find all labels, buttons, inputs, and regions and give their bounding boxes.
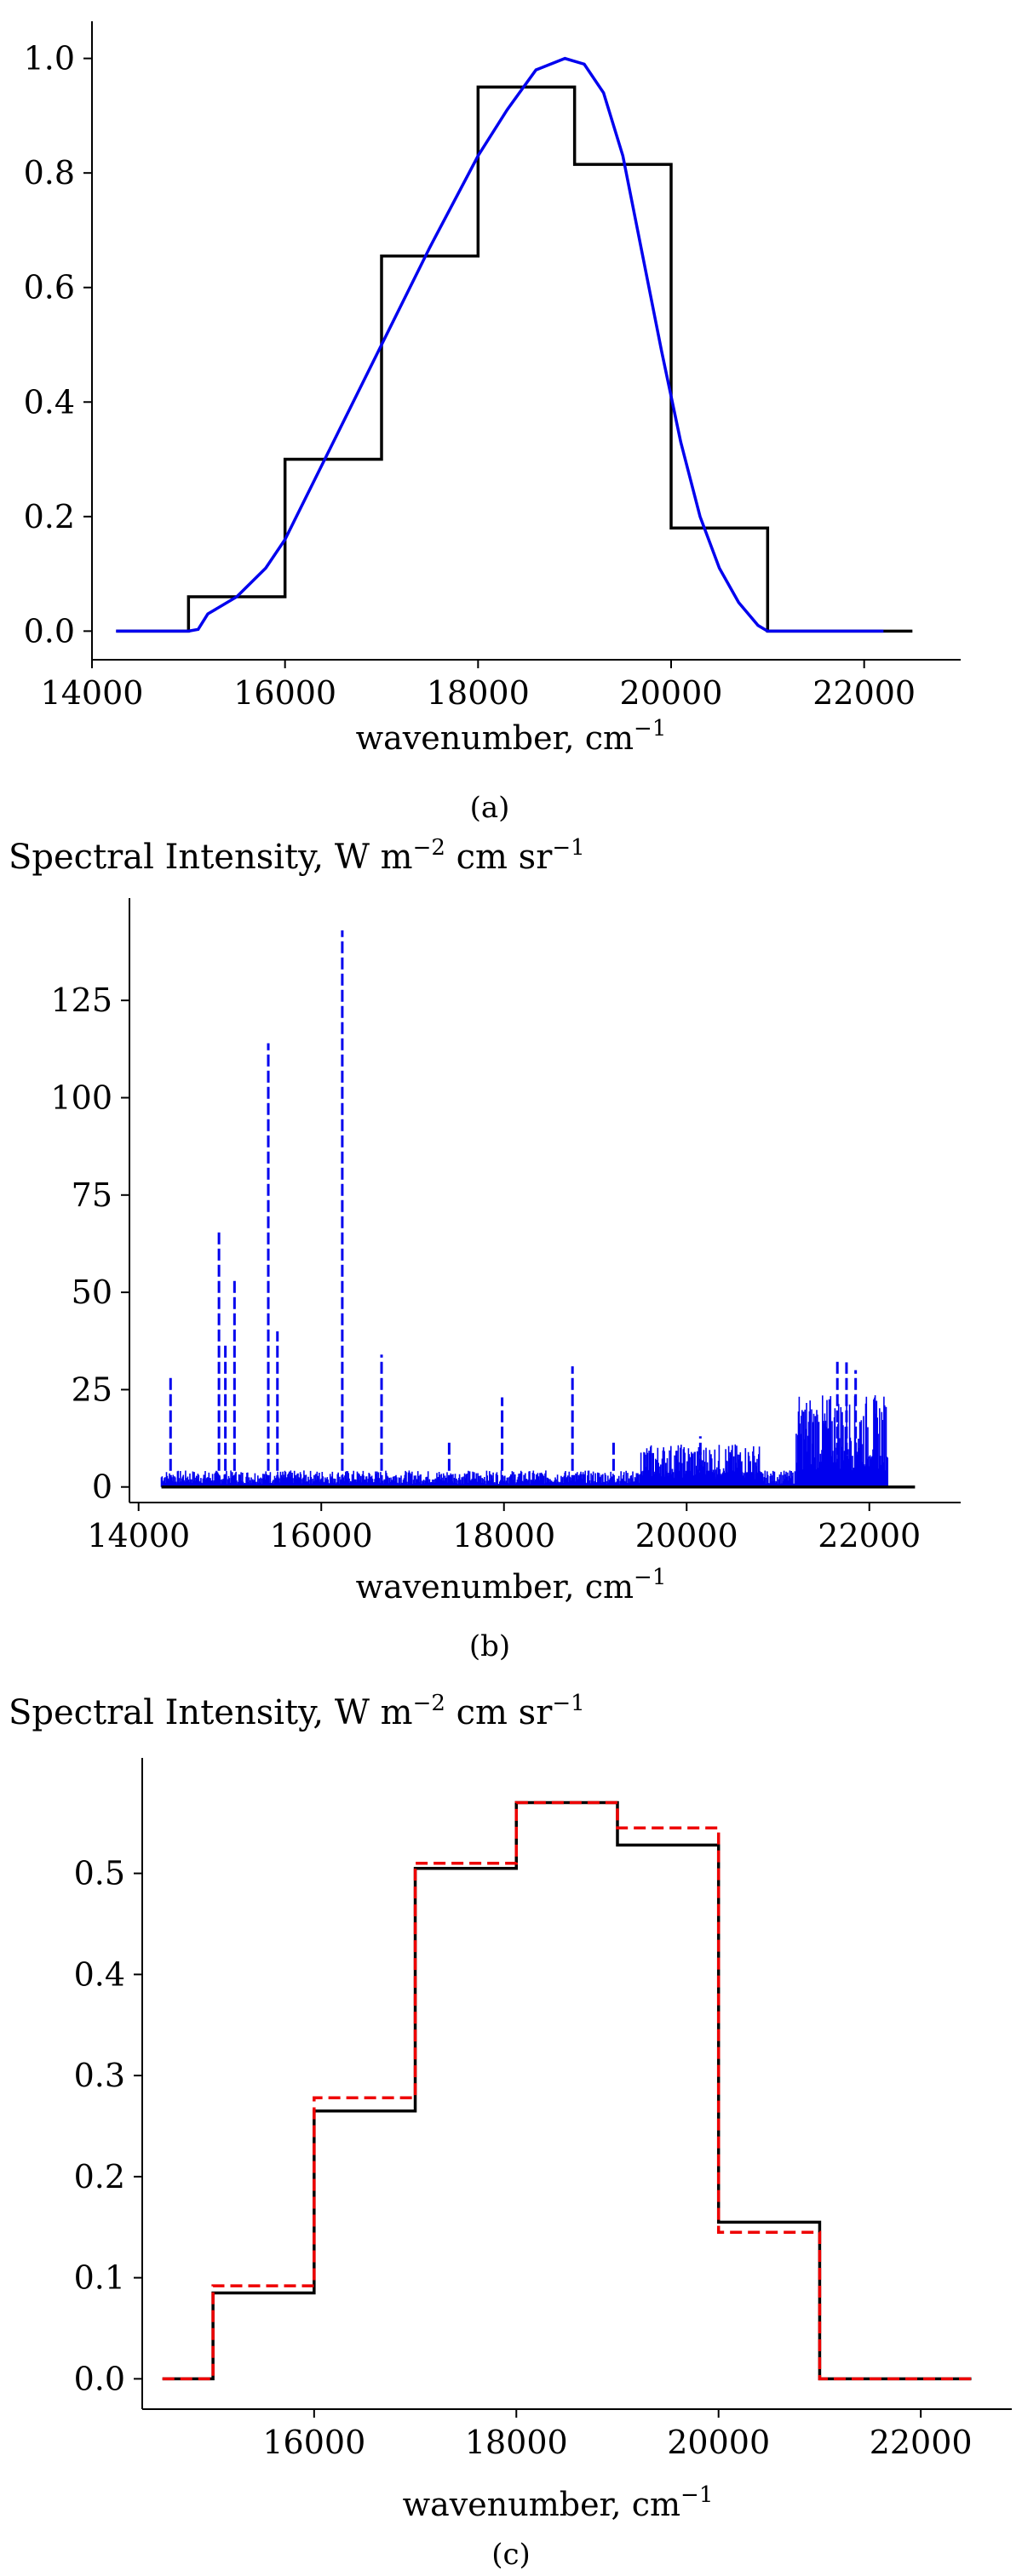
y-tick-label: 0.4 bbox=[24, 383, 75, 421]
panel-c-title: Spectral Intensity, W m−2 cm sr−1 bbox=[9, 1691, 585, 1732]
series-computed-line bbox=[162, 1800, 972, 2381]
x-tick-label: 16000 bbox=[270, 1517, 373, 1554]
panel-a-plot: 14000 16000 18000 20000 22000 0.0 0.2 0.4 0.6 0.8… bbox=[24, 21, 961, 712]
y-tick-label: 1.0 bbox=[24, 40, 75, 77]
series-reference-line bbox=[162, 1800, 972, 2381]
x-tick-label: 22000 bbox=[812, 674, 916, 712]
x-tick-label: 20000 bbox=[620, 674, 723, 712]
y-tick-label: 25 bbox=[72, 1371, 112, 1408]
panel-b-caption: (b) bbox=[469, 1629, 510, 1663]
panel-c-xlabel: wavenumber, cm−1 bbox=[403, 2482, 714, 2523]
series-continuous-line bbox=[116, 56, 884, 633]
x-tick-label: 22000 bbox=[870, 2424, 973, 2461]
y-tick-label: 0 bbox=[92, 1468, 112, 1506]
panel-a-caption: (a) bbox=[470, 791, 510, 825]
y-tick-label: 0.5 bbox=[74, 1855, 125, 1892]
y-tick-label: 0.2 bbox=[24, 498, 75, 535]
panel-a: 14000 16000 18000 20000 22000 0.0 0.2 0.4 0.6 0.8… bbox=[24, 21, 961, 825]
panel-a-xlabel: wavenumber, cm−1 bbox=[356, 716, 667, 757]
y-tick-label: 0.6 bbox=[24, 269, 75, 306]
y-tick-label: 0.1 bbox=[74, 2259, 125, 2297]
x-tick-label: 18000 bbox=[452, 1517, 555, 1554]
y-tick-label: 0.4 bbox=[74, 1955, 125, 1993]
x-tick-label: 16000 bbox=[233, 674, 336, 712]
y-tick-label: 100 bbox=[50, 1079, 112, 1116]
y-tick-label: 75 bbox=[72, 1176, 112, 1214]
y-tick-label: 0.0 bbox=[24, 612, 75, 650]
panel-c: Spectral Intensity, W m−2 cm sr−1 16000 1… bbox=[9, 1691, 1012, 2572]
y-tick-label: 0.2 bbox=[74, 2158, 125, 2195]
panel-c-caption: (c) bbox=[491, 2538, 531, 2572]
panel-b-xlabel: wavenumber, cm−1 bbox=[356, 1565, 667, 1606]
x-tick-label: 22000 bbox=[818, 1517, 921, 1554]
x-tick-label: 20000 bbox=[635, 1517, 738, 1554]
x-tick-label: 16000 bbox=[262, 2424, 365, 2461]
series-binned-line bbox=[116, 85, 913, 633]
x-tick-label: 18000 bbox=[465, 2424, 568, 2461]
panel-b: Spectral Intensity, W m−2 cm sr−1 14000 1… bbox=[9, 835, 961, 1663]
x-tick-label: 14000 bbox=[87, 1517, 190, 1554]
panel-b-plot: 14000 16000 18000 20000 22000 0 25 50 75 100 125 bbox=[50, 898, 961, 1554]
panel-c-plot: 16000 18000 20000 22000 0.0 0.1 0.2 0.3 0.4 0.5 bbox=[74, 1758, 1012, 2461]
x-tick-label: 20000 bbox=[667, 2424, 770, 2461]
y-tick-label: 125 bbox=[50, 982, 112, 1019]
spectrum-noise-band bbox=[640, 1444, 761, 1487]
x-tick-label: 18000 bbox=[427, 674, 530, 712]
y-tick-label: 0.0 bbox=[74, 2360, 125, 2397]
x-tick-label: 14000 bbox=[41, 674, 144, 712]
panel-b-title: Spectral Intensity, W m−2 cm sr−1 bbox=[9, 835, 585, 877]
spectrum-noise-band bbox=[795, 1395, 888, 1487]
y-tick-label: 50 bbox=[72, 1274, 112, 1311]
y-tick-label: 0.3 bbox=[74, 2057, 125, 2094]
y-tick-label: 0.8 bbox=[24, 154, 75, 192]
